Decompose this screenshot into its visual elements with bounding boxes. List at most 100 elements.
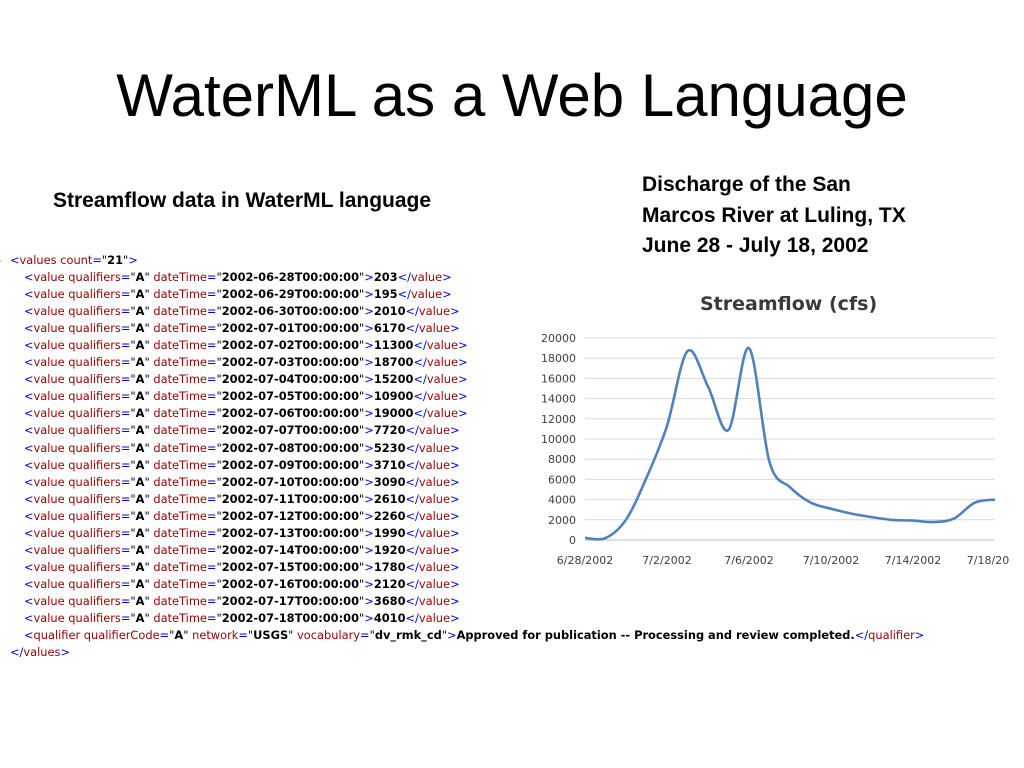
- xml-quote: ": [123, 253, 129, 267]
- xml-attr: qualifiers: [68, 270, 121, 285]
- xml-tag: values: [23, 645, 61, 660]
- xml-bracket: <: [24, 270, 34, 285]
- xml-bracket: <: [24, 474, 34, 489]
- xml-tag: value: [418, 576, 451, 591]
- xml-value-text: 5230: [373, 440, 406, 455]
- slide-title: WaterML as a Web Language: [116, 62, 908, 129]
- xml-bracket: =: [120, 576, 131, 591]
- xml-bracket: >: [364, 338, 374, 353]
- xml-quote: ": [144, 287, 150, 302]
- xml-bracket: </: [854, 628, 869, 643]
- xml-tag: value: [33, 355, 65, 370]
- xml-value-line: <value qualifiers="A" dateTime="2002-07-…: [0, 610, 1024, 627]
- y-tick-label: 14000: [541, 393, 576, 406]
- xml-tag: value: [418, 559, 451, 574]
- xml-bracket: </: [397, 270, 411, 285]
- xml-quote: ": [144, 304, 150, 319]
- xml-bracket: >: [450, 440, 460, 455]
- xml-quote: ": [130, 270, 136, 285]
- xml-attr: dateTime: [153, 406, 207, 421]
- xml-tag: value: [33, 508, 65, 523]
- xml-values-open: -<values count="21">: [0, 252, 1024, 269]
- xml-bracket: =: [206, 440, 217, 455]
- xml-heading: Streamflow data in WaterML language: [53, 189, 432, 212]
- xml-quote: ": [144, 525, 150, 540]
- xml-bracket: >: [364, 576, 374, 591]
- xml-bracket: =: [206, 610, 217, 625]
- xml-value-text: 3680: [373, 593, 406, 608]
- xml-quote: ": [144, 321, 150, 336]
- x-tick-label: 7/10/2002: [803, 554, 859, 567]
- xml-attr: qualifiers: [68, 389, 121, 404]
- xml-attr-value: A: [135, 372, 145, 387]
- xml-bracket: </: [405, 491, 419, 506]
- xml-bracket: =: [120, 406, 131, 421]
- xml-attr: dateTime: [153, 457, 207, 472]
- xml-quote: ": [216, 338, 222, 353]
- xml-bracket: >: [364, 287, 374, 302]
- xml-quote: ": [144, 270, 150, 285]
- xml-bracket: >: [457, 338, 468, 353]
- xml-attr-value: A: [135, 610, 145, 625]
- xml-bracket: =: [120, 423, 131, 438]
- xml-quote: ": [216, 406, 222, 421]
- xml-attr-value: A: [135, 355, 145, 370]
- xml-bracket: >: [450, 423, 460, 438]
- xml-bracket: <: [24, 287, 34, 302]
- xml-value-text: 4010: [373, 610, 406, 625]
- xml-bracket: =: [360, 628, 370, 643]
- xml-bracket: >: [450, 457, 460, 472]
- xml-attr: count: [60, 253, 93, 267]
- xml-attr: dateTime: [153, 423, 207, 438]
- xml-bracket: >: [442, 270, 452, 285]
- xml-tag: value: [418, 474, 451, 489]
- xml-attr: dateTime: [153, 321, 207, 336]
- xml-tag: value: [33, 440, 65, 455]
- xml-bracket: =: [120, 338, 131, 353]
- xml-quote: ": [144, 610, 150, 625]
- xml-attr: dateTime: [153, 372, 207, 387]
- xml-bracket: </: [405, 610, 419, 625]
- xml-quote: ": [359, 372, 365, 387]
- xml-quote: ": [130, 559, 136, 574]
- xml-attr-value: A: [135, 287, 145, 302]
- xml-bracket: </: [405, 423, 419, 438]
- xml-tag: value: [418, 440, 451, 455]
- x-tick-label: 7/18/2002: [967, 554, 1010, 567]
- xml-bracket: <: [24, 542, 34, 557]
- xml-attr: vocabulary: [297, 628, 361, 643]
- xml-tag: value: [418, 423, 451, 438]
- xml-attr-value: A: [135, 304, 145, 319]
- xml-quote: ": [359, 576, 365, 591]
- xml-bracket: >: [364, 593, 374, 608]
- xml-tag: value: [426, 355, 458, 370]
- xml-bracket: >: [364, 389, 374, 404]
- xml-value-line: <value qualifiers="A" dateTime="2002-07-…: [0, 405, 1024, 422]
- xml-attr-value: A: [135, 440, 145, 455]
- xml-quote: ": [130, 610, 136, 625]
- xml-bracket: =: [206, 389, 217, 404]
- xml-quote: ": [130, 525, 136, 540]
- xml-value-line: <value qualifiers="A" dateTime="2002-07-…: [0, 422, 1024, 439]
- xml-quote: ": [130, 423, 136, 438]
- xml-attr-value: A: [135, 321, 145, 336]
- xml-bracket: >: [914, 628, 925, 643]
- xml-bracket: >: [450, 321, 460, 336]
- xml-quote: ": [216, 474, 222, 489]
- xml-quote: ": [441, 628, 448, 643]
- xml-attr: dateTime: [153, 338, 207, 353]
- xml-bracket: </: [405, 559, 419, 574]
- xml-attr-value: 2002-07-18T00:00:00: [221, 610, 360, 625]
- xml-quote: ": [144, 389, 150, 404]
- xml-attr-value: 2002-07-15T00:00:00: [221, 559, 360, 574]
- xml-tag: value: [33, 287, 65, 302]
- xml-quote: ": [216, 559, 222, 574]
- xml-attr: qualifiers: [68, 508, 121, 523]
- xml-attr: qualifiers: [68, 576, 121, 591]
- xml-bracket: >: [364, 457, 374, 472]
- xml-quote: ": [169, 628, 175, 643]
- xml-attr-value: A: [174, 628, 184, 643]
- xml-bracket: >: [450, 542, 460, 557]
- xml-bracket: =: [206, 338, 217, 353]
- xml-value-line: <value qualifiers="A" dateTime="2002-07-…: [0, 457, 1024, 474]
